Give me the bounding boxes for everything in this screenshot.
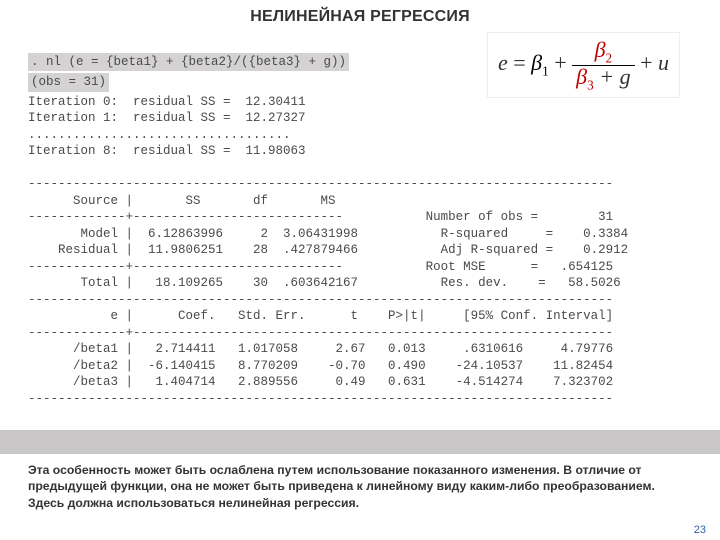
caption-text: Эта особенность может быть ослаблена пут… — [28, 462, 692, 511]
stata-body: Iteration 0: residual SS = 12.30411 Iter… — [28, 95, 628, 406]
eq-lhs: e — [498, 50, 508, 75]
eq-equals: = — [513, 50, 531, 75]
eq-tail: u — [658, 50, 669, 75]
slide-title: НЕЛИНЕЙНАЯ РЕГРЕССИЯ — [0, 0, 720, 32]
eq-fraction: β2 β3 + g — [572, 39, 634, 91]
eq-denominator: β3 + g — [572, 66, 634, 92]
eq-beta1: β1 — [531, 50, 549, 75]
page-number: 23 — [694, 524, 706, 536]
stata-command: . nl (e = {beta1} + {beta2}/({beta3} + g… — [28, 53, 349, 72]
eq-numerator: β2 — [572, 39, 634, 66]
eq-plus2: + — [640, 50, 658, 75]
eq-plus1: + — [554, 50, 572, 75]
gray-accent-band — [0, 430, 720, 454]
equation-box: e = β1 + β2 β3 + g + u — [487, 32, 680, 98]
stata-obs: (obs = 31) — [28, 73, 109, 92]
